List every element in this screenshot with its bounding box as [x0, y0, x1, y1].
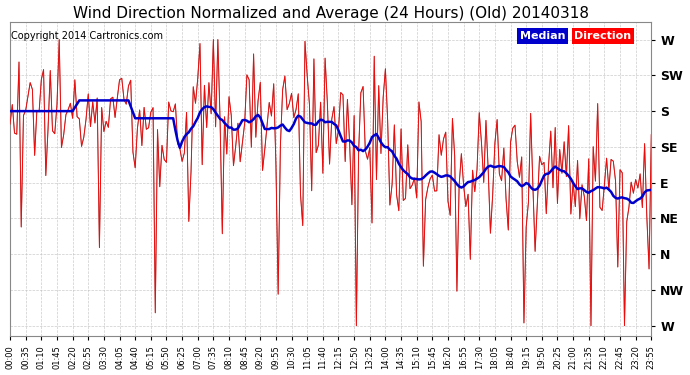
Title: Wind Direction Normalized and Average (24 Hours) (Old) 20140318: Wind Direction Normalized and Average (2… — [72, 6, 589, 21]
Text: Direction: Direction — [574, 31, 631, 41]
Text: Median: Median — [520, 31, 565, 41]
Text: Copyright 2014 Cartronics.com: Copyright 2014 Cartronics.com — [11, 31, 164, 41]
